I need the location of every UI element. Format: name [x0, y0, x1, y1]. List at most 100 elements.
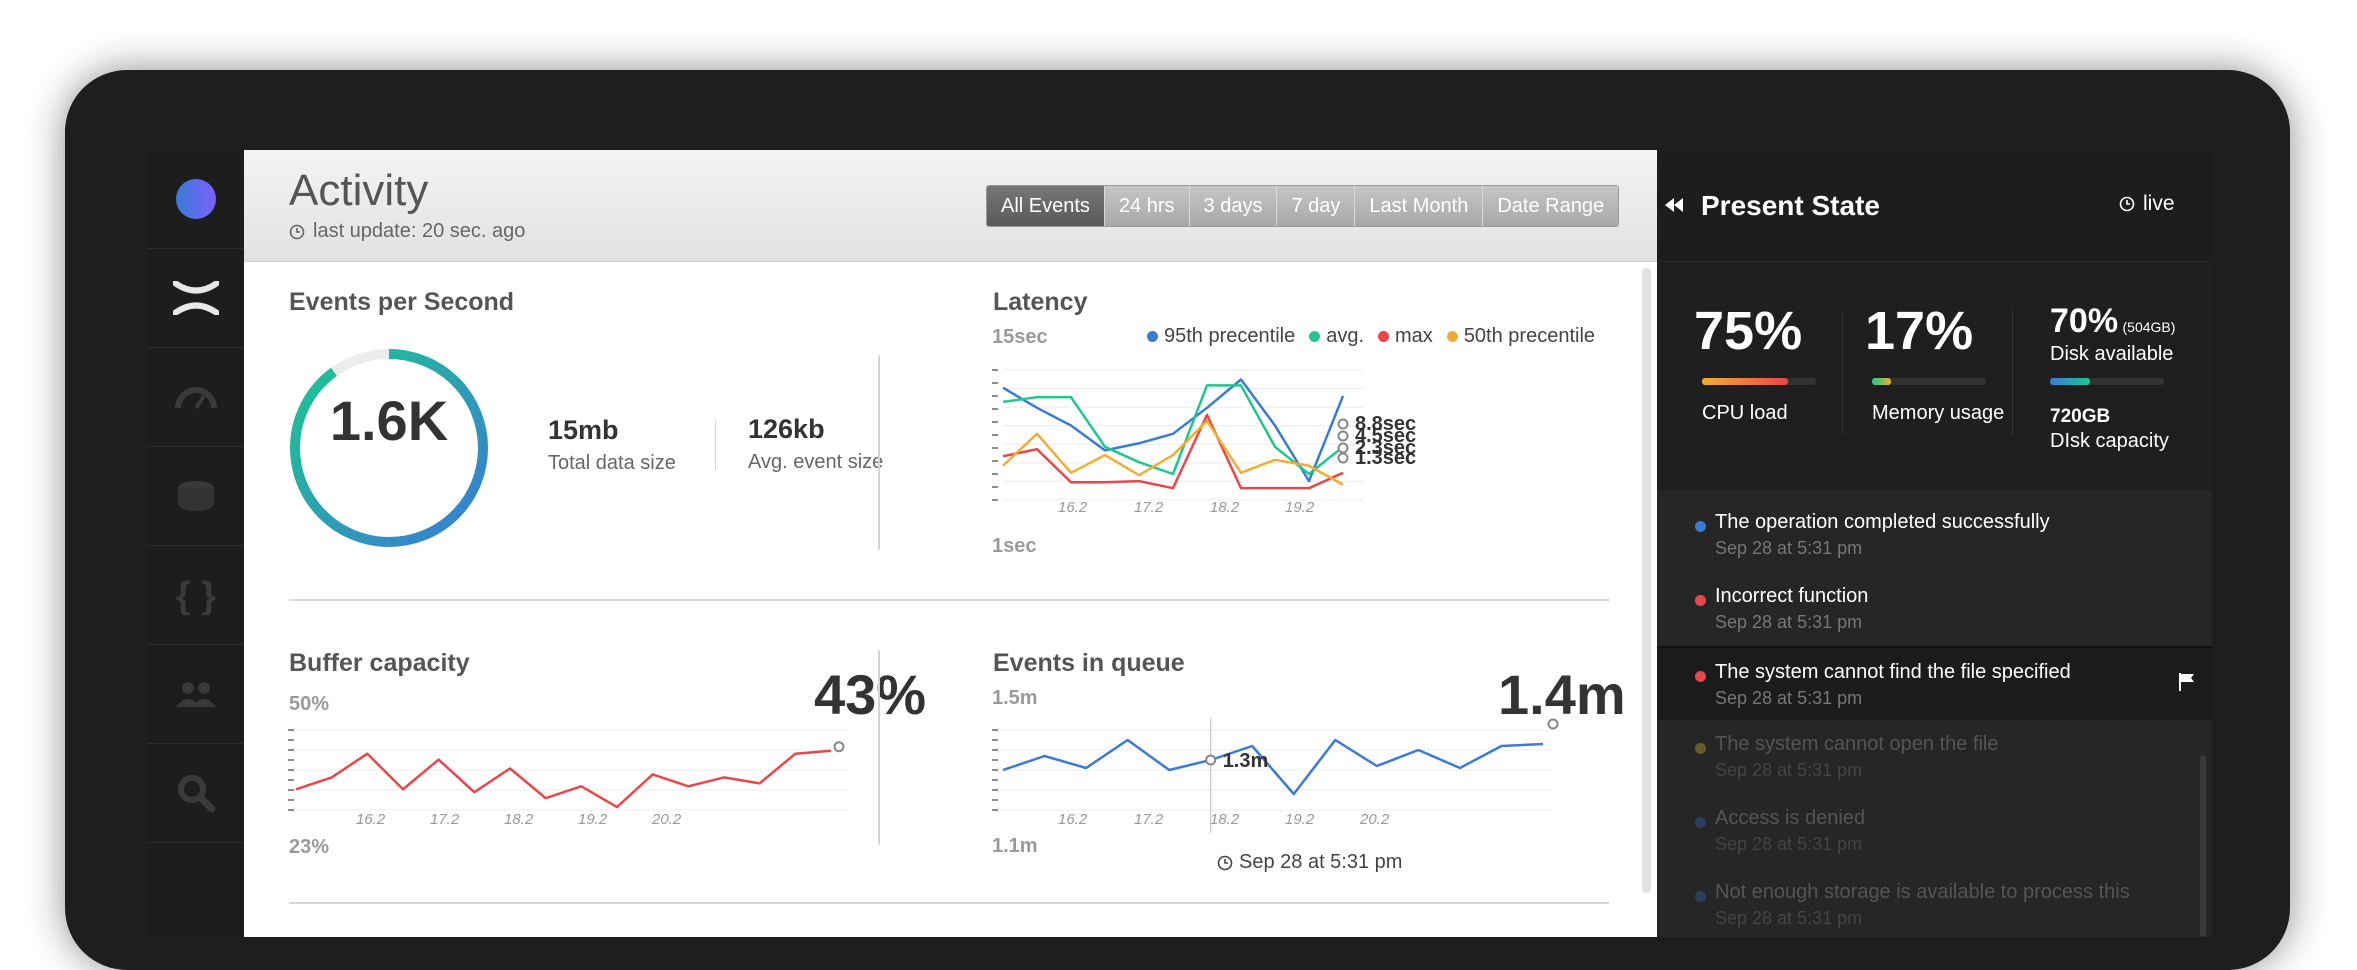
disk-bar — [2050, 378, 2164, 385]
event-message: Not enough storage is available to proce… — [1715, 881, 2130, 903]
disk-available-label: Disk available — [2050, 343, 2174, 365]
event-row-selected[interactable]: The system cannot find the file specifie… — [1657, 646, 2212, 720]
filter-7-day[interactable]: 7 day — [1276, 186, 1355, 226]
main-scrollbar[interactable] — [1642, 268, 1651, 893]
x-tick-label: 18.2 — [1210, 811, 1240, 828]
cpu-load-label: CPU load — [1702, 402, 1788, 424]
avg-event-size-label: Avg. event size — [748, 451, 884, 473]
sidebar-item-dashboard[interactable] — [147, 348, 244, 447]
time-filter-group: All Events 24 hrs 3 days 7 day Last Mont… — [986, 185, 1620, 227]
latency-legend: 95th precentile avg. max 50th precentile — [1147, 325, 1595, 348]
sidebar: { } — [147, 150, 244, 937]
x-tick-label: 17.2 — [1134, 811, 1164, 828]
last-update: last update: 20 sec. ago — [289, 220, 525, 243]
x-tick-label: 17.2 — [1134, 499, 1164, 516]
buffer-y-top: 50% — [289, 693, 330, 715]
events-per-second-title: Events per Second — [289, 288, 515, 316]
disk-available-value: 70% — [2050, 302, 2119, 340]
total-data-size: 15mb Total data size — [548, 415, 676, 475]
total-data-size-label: Total data size — [548, 452, 676, 474]
event-row[interactable]: Access is denied Sep 28 at 5:31 pm — [1657, 794, 2212, 866]
filter-24-hrs[interactable]: 24 hrs — [1103, 186, 1189, 226]
present-state-title: Present State — [1701, 190, 1880, 221]
x-tick-label: 19.2 — [578, 811, 608, 828]
queue-chart: 1.3m 16.2 17.2 18.2 19.2 20.2 — [992, 718, 1559, 833]
x-tick-label: 20.2 — [651, 811, 682, 828]
buffer-capacity-title: Buffer capacity — [289, 649, 470, 677]
buffer-chart: 16.2 17.2 18.2 19.2 20.2 — [288, 729, 849, 828]
logo-icon — [175, 179, 216, 219]
event-row[interactable]: Incorrect function Sep 28 at 5:31 pm — [1657, 572, 2212, 644]
buffer-y-bottom: 23% — [289, 836, 330, 858]
latency-series-line — [1002, 413, 1344, 490]
status-dot — [1695, 595, 1706, 606]
legend-item-50th: 50th precentile — [1446, 325, 1595, 348]
sidebar-item-search[interactable] — [147, 744, 244, 843]
system-stats — [1657, 262, 2212, 490]
queue-marker[interactable] — [1205, 754, 1217, 766]
filter-all-events[interactable]: All Events — [987, 186, 1104, 226]
braces-icon: { } — [175, 575, 215, 615]
disk-available-size: (504GB) — [2122, 319, 2176, 335]
panel-divider-bottom — [878, 650, 880, 845]
sidebar-item-code[interactable]: { } — [147, 546, 244, 645]
event-message: Incorrect function — [1715, 585, 1869, 607]
main-content: Activity last update: 20 sec. ago All Ev… — [244, 150, 1657, 937]
x-tick-label: 20.2 — [1359, 811, 1390, 828]
disk-capacity-label: DIsk capacity — [2050, 430, 2169, 452]
latency-y-bottom: 1sec — [992, 535, 1037, 557]
event-time: Sep 28 at 5:31 pm — [1715, 760, 1863, 780]
clock-icon — [289, 224, 305, 239]
events-ring — [290, 349, 488, 547]
filter-date-range[interactable]: Date Range — [1482, 186, 1619, 226]
search-icon — [177, 775, 215, 813]
queue-marker-time: Sep 28 at 5:31 pm — [1217, 851, 1402, 874]
status-dot — [1695, 521, 1706, 532]
last-update-text: last update: 20 sec. ago — [313, 220, 526, 242]
sidebar-item-activity[interactable] — [147, 249, 244, 348]
buffer-capacity-value: 43% — [814, 663, 927, 726]
live-indicator[interactable]: live — [2119, 192, 2175, 216]
series-end-label: 8.8sec — [1355, 413, 1416, 435]
event-time: Sep 28 at 5:31 pm — [1715, 538, 1863, 558]
event-row[interactable]: The operation completed successfully Sep… — [1657, 498, 2212, 570]
sidebar-item-database[interactable] — [147, 447, 244, 546]
row-divider — [289, 599, 1609, 601]
activity-x-icon — [172, 281, 219, 315]
queue-marker-time-text: Sep 28 at 5:31 pm — [1239, 851, 1403, 873]
avg-event-size: 126kb Avg. event size — [748, 414, 883, 474]
sidebar-item-users[interactable] — [147, 645, 244, 744]
x-tick-label: 16.2 — [1058, 499, 1088, 516]
x-tick-label: 18.2 — [1210, 499, 1240, 516]
disk-capacity: 720GB DIsk capacity — [2050, 406, 2169, 453]
avg-event-size-value: 126kb — [748, 414, 825, 444]
topbar: Activity last update: 20 sec. ago All Ev… — [244, 150, 1657, 262]
event-message: The operation completed successfully — [1715, 511, 2050, 533]
live-text: live — [2143, 192, 2175, 215]
series-end-marker — [1337, 442, 1349, 454]
filter-3-days[interactable]: 3 days — [1188, 186, 1277, 226]
svg-text:{ }: { } — [175, 575, 215, 615]
status-dot — [1695, 891, 1706, 902]
latency-y-top: 15sec — [992, 326, 1048, 348]
event-message: The system cannot find the file specifie… — [1715, 661, 2071, 683]
present-state-header: Present State live — [1657, 150, 2212, 261]
sidebar-logo[interactable] — [147, 150, 244, 249]
event-time: Sep 28 at 5:31 pm — [1715, 908, 1863, 928]
buffer-series-line — [295, 749, 832, 809]
event-row[interactable]: The system cannot open the file Sep 28 a… — [1657, 720, 2212, 792]
latency-series-line — [1002, 378, 1345, 483]
stat-separator — [1842, 310, 1843, 435]
rewind-icon[interactable] — [1665, 198, 1683, 212]
queue-series-line — [1002, 738, 1544, 796]
queue-y-top: 1.5m — [992, 687, 1038, 709]
total-data-size-value: 15mb — [548, 415, 619, 445]
filter-last-month[interactable]: Last Month — [1354, 186, 1483, 226]
events-scrollbar[interactable] — [2200, 755, 2206, 937]
queue-y-bottom: 1.1m — [992, 835, 1038, 857]
latency-title: Latency — [993, 288, 1088, 316]
series-end-marker — [1547, 718, 1559, 730]
event-row[interactable]: Not enough storage is available to proce… — [1657, 868, 2212, 937]
x-tick-label: 19.2 — [1285, 499, 1315, 516]
flag-icon[interactable] — [2179, 672, 2195, 692]
